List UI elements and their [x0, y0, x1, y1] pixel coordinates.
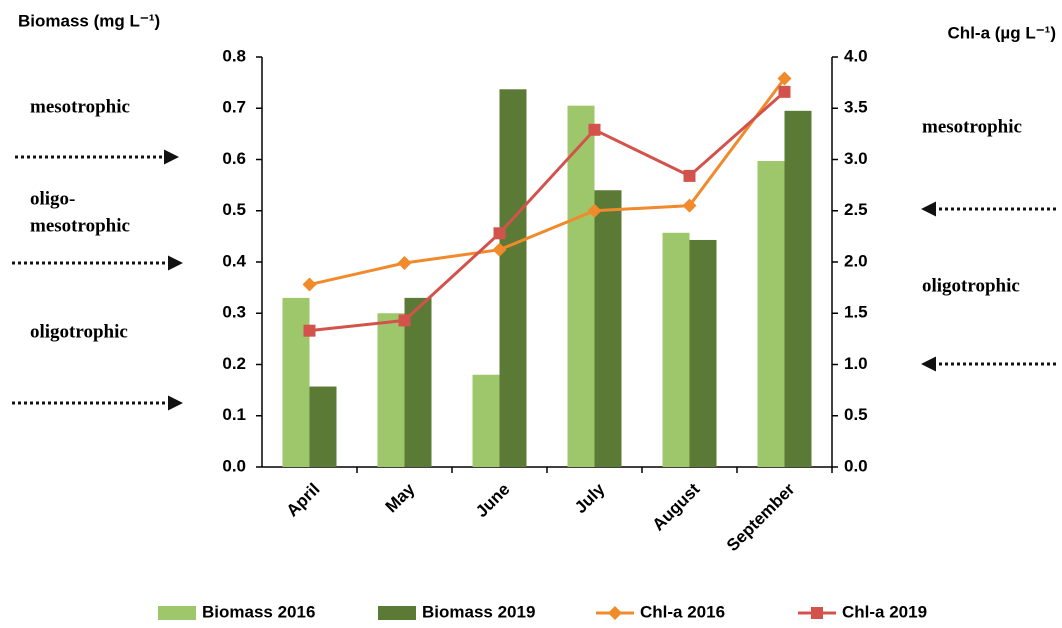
- legend-swatch: [158, 606, 196, 620]
- bar: [689, 239, 717, 467]
- bar: [567, 105, 595, 467]
- legend-label: Biomass 2016: [202, 602, 315, 621]
- y-tick-label: 0.6: [222, 149, 246, 168]
- annotation: oligotrophic: [30, 321, 128, 342]
- y-tick-label: 0.5: [222, 200, 246, 219]
- marker: [397, 256, 412, 271]
- y-tick-label: 0.2: [222, 354, 246, 373]
- bar: [594, 190, 622, 467]
- y2-tick-label: 4.0: [844, 46, 868, 65]
- x-tick-label: June: [472, 480, 513, 521]
- legend-label: Chl-a 2016: [640, 602, 725, 621]
- x-tick-label: April: [283, 480, 324, 521]
- bar: [784, 110, 812, 467]
- x-tick-label: July: [571, 479, 609, 517]
- bar: [282, 297, 310, 467]
- marker: [682, 198, 697, 213]
- legend-label: Biomass 2019: [422, 602, 535, 621]
- annotation: oligo-: [30, 188, 75, 209]
- marker: [588, 123, 601, 136]
- marker: [493, 227, 506, 240]
- line: [309, 90, 786, 333]
- annotation: mesotrophic: [922, 116, 1022, 137]
- y2-tick-label: 3.0: [844, 149, 868, 168]
- marker: [302, 277, 317, 292]
- bar: [662, 232, 690, 467]
- annotation: mesotrophic: [30, 96, 130, 117]
- y2-tick-label: 2.0: [844, 251, 868, 270]
- bar: [757, 161, 785, 467]
- y-tick-label: 0.3: [222, 303, 246, 322]
- legend-swatch: [378, 606, 416, 620]
- marker: [492, 242, 507, 257]
- y2-tick-label: 3.5: [844, 98, 868, 117]
- legend-marker: [811, 607, 823, 619]
- x-tick-label: May: [382, 479, 419, 516]
- marker: [778, 85, 791, 98]
- y-tick-label: 0.4: [222, 251, 246, 270]
- x-tick-label: September: [723, 479, 799, 555]
- bar: [377, 313, 405, 467]
- y2-tick-label: 0.5: [844, 405, 868, 424]
- marker: [303, 324, 316, 337]
- bar: [472, 374, 500, 467]
- marker: [777, 71, 792, 86]
- y-tick-label: 0.1: [222, 405, 246, 424]
- legend-marker: [608, 606, 622, 620]
- marker: [587, 203, 602, 218]
- y2-tick-label: 1.5: [844, 303, 868, 322]
- arrows: [12, 149, 1056, 411]
- annotation: oligotrophic: [922, 275, 1020, 296]
- x-tick-label: August: [649, 479, 704, 534]
- annotation: mesotrophic: [30, 215, 130, 236]
- y2-tick-label: 1.0: [844, 354, 868, 373]
- marker: [398, 314, 411, 327]
- line: [309, 77, 786, 287]
- y2-axis-title: Chl-a (µg L⁻¹): [948, 23, 1056, 42]
- marker: [683, 169, 696, 182]
- y-tick-label: 0.0: [222, 456, 246, 475]
- legend-label: Chl-a 2019: [842, 602, 927, 621]
- y-axis-title: Biomass (mg L⁻¹): [18, 11, 160, 30]
- y2-tick-label: 2.5: [844, 200, 868, 219]
- y2-tick-label: 0.0: [844, 456, 868, 475]
- bar: [499, 89, 527, 467]
- bar: [309, 386, 337, 467]
- y-tick-label: 0.8: [222, 46, 246, 65]
- y-tick-label: 0.7: [222, 98, 246, 117]
